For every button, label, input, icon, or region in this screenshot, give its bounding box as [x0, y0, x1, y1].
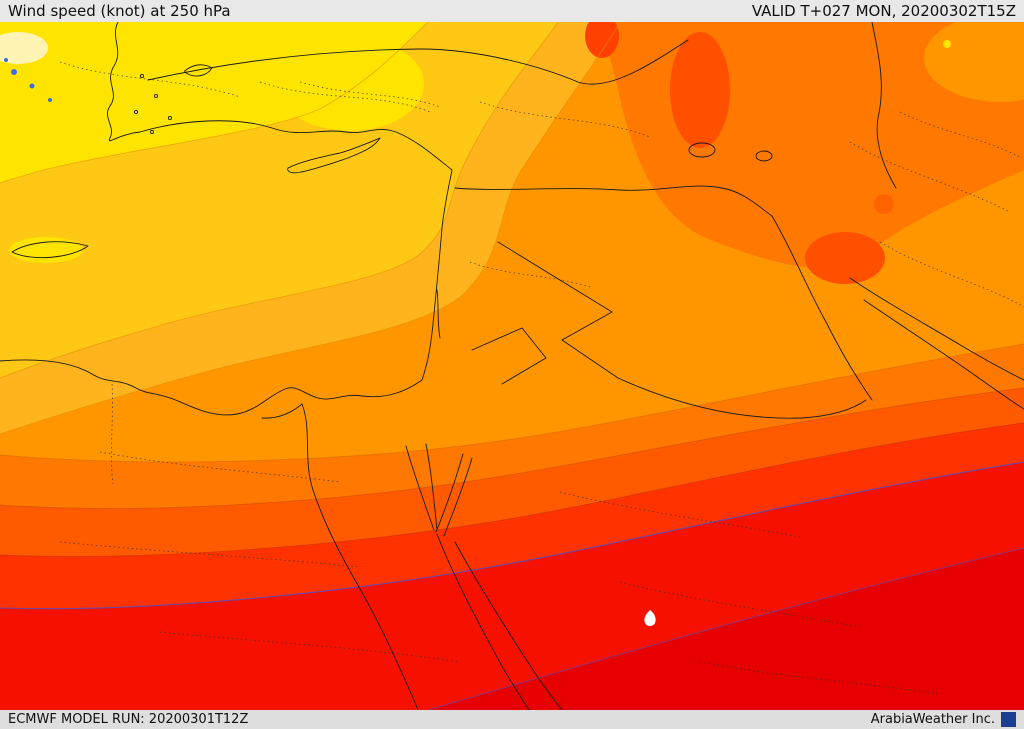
river-nile — [301, 403, 419, 710]
island-dot-5 — [149, 129, 155, 135]
contour-blob-red-ne2 — [805, 232, 885, 284]
island-crete — [11, 241, 89, 259]
coastline-gulf-suez-east — [425, 443, 438, 531]
contour-line-red — [0, 422, 1024, 557]
dotted-admin-border-12 — [469, 261, 591, 288]
coastline-mediterranean — [0, 22, 453, 416]
contour-blob-red-ne1 — [670, 32, 730, 148]
contour-line-dark-orange — [0, 343, 1024, 463]
dotted-admin-border-8 — [159, 631, 461, 663]
contour-line-blue-2 — [427, 547, 1024, 710]
island-dot-1 — [139, 73, 145, 79]
river-jordan — [436, 289, 441, 339]
dotted-admin-border-10 — [619, 581, 861, 628]
coastline-gulf-aqaba-east — [443, 457, 473, 537]
contour-line-yellow — [0, 22, 429, 184]
header-bar: Wind speed (knot) at 250 hPa VALID T+027… — [0, 0, 1024, 22]
border-jordan-saudi — [471, 327, 547, 385]
river-nile-delta — [261, 403, 303, 419]
contour-blob-orange-small — [874, 194, 894, 214]
contour-blob-pale-yellow — [0, 32, 48, 64]
island-cyprus — [287, 137, 381, 174]
dotted-admin-border-9 — [559, 491, 801, 538]
coastline-persian-gulf-north — [849, 277, 1024, 381]
map-area — [0, 22, 1024, 710]
contour-blob-red-top — [585, 22, 619, 58]
border-turkey-syria — [454, 185, 773, 217]
lake-van-outline — [688, 142, 716, 158]
border-syria-iraq — [497, 241, 613, 313]
dotted-admin-border-3 — [479, 101, 651, 138]
coastline-marmara — [184, 64, 213, 77]
water-speck-4 — [48, 98, 52, 102]
coastline-black-sea — [147, 39, 689, 85]
valid-time-label: VALID T+027 MON, 20200302T15Z — [751, 2, 1016, 20]
contour-line-blue-1 — [0, 461, 1024, 610]
dotted-admin-border-5 — [879, 241, 1024, 308]
border-saudi-iraq — [617, 377, 867, 419]
island-dot-4 — [167, 115, 173, 121]
dotted-admin-border-11 — [699, 661, 941, 695]
credit-label: ArabiaWeather Inc. — [870, 712, 995, 727]
brand-logo-square — [1001, 712, 1016, 727]
coastline-red-sea-east — [454, 541, 563, 710]
map-title: Wind speed (knot) at 250 hPa — [8, 2, 231, 20]
border-jordan-iraq — [561, 311, 619, 379]
model-run-label: ECMWF MODEL RUN: 20200301T12Z — [8, 712, 249, 727]
footer-bar: ECMWF MODEL RUN: 20200301T12Z ArabiaWeat… — [0, 710, 1024, 729]
contour-line-amber — [0, 22, 621, 435]
footer-right: ArabiaWeather Inc. — [871, 712, 1016, 727]
contour-line-gold — [0, 22, 559, 379]
dotted-admin-border-6 — [99, 451, 341, 483]
contour-band-crimson — [428, 548, 1024, 710]
coastline-caspian — [871, 22, 897, 189]
coastline-gulf-suez-west — [405, 445, 435, 531]
water-speck-1 — [11, 69, 17, 75]
border-iraq-iran — [771, 215, 873, 401]
water-speck-3 — [4, 58, 8, 62]
coastline-persian-gulf-south — [863, 299, 1024, 410]
white-teardrop-marker — [644, 610, 656, 626]
water-speck-2 — [29, 83, 35, 89]
contour-blob-yellow-small — [9, 237, 83, 263]
dotted-admin-border-15 — [899, 111, 1021, 158]
island-dot-2 — [153, 93, 159, 99]
weather-map-canvas — [0, 22, 1024, 710]
dotted-admin-border-7 — [59, 541, 361, 568]
lake-urmia-outline — [755, 150, 773, 162]
contour-speck-yellow — [943, 40, 951, 48]
island-dot-3 — [133, 109, 139, 115]
coastline-gulf-aqaba-west — [435, 453, 464, 533]
coastline-red-sea-west — [436, 533, 530, 710]
dotted-admin-border-2 — [259, 81, 431, 113]
contour-line-orange-red — [0, 387, 1024, 509]
